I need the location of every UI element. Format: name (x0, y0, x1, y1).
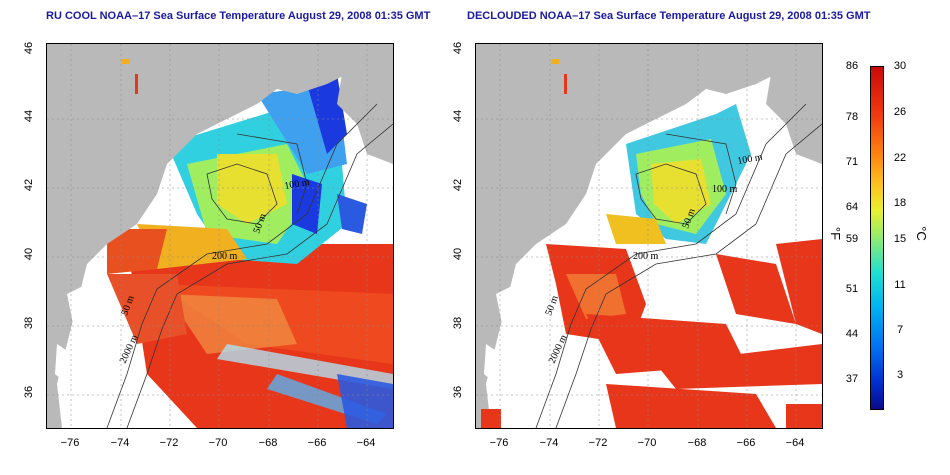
colorbar-c-3: 3 (896, 369, 904, 381)
x-tick-left-70: −70 (208, 437, 228, 449)
x-tick-left-64: −64 (356, 437, 376, 449)
y-tick-right-38: 38 (452, 316, 464, 330)
colorbar-c-26: 26 (893, 106, 907, 118)
y-tick-left-44: 44 (23, 109, 35, 123)
x-tick-right-72: −72 (588, 437, 608, 449)
contour-label-200m: 200 m (212, 251, 238, 262)
declouded-sst-map: 100 m 100 m 50 m 200 m 50 m 2000 m (475, 43, 823, 429)
y-tick-left-40: 40 (23, 247, 35, 261)
x-tick-right-64: −64 (785, 437, 805, 449)
colorbar-f-44: 44 (845, 328, 859, 340)
y-tick-right-40: 40 (452, 247, 464, 261)
y-tick-left-46: 46 (23, 41, 35, 55)
x-tick-right-76: −76 (489, 437, 509, 449)
land-mass (47, 44, 393, 428)
x-tick-left-66: −66 (307, 437, 327, 449)
x-tick-right-74: −74 (539, 437, 559, 449)
x-tick-left-76: −76 (60, 437, 80, 449)
y-tick-right-36: 36 (452, 385, 464, 399)
declouded-sst-map-graphic: 100 m 100 m 50 m 200 m 50 m 2000 m (476, 44, 822, 428)
y-tick-right-42: 42 (452, 178, 464, 192)
colorbar-f-64: 64 (845, 201, 859, 213)
colorbar-f-71: 71 (845, 156, 859, 168)
contour-label-100m: 100 m (284, 177, 311, 192)
colorbar-f-51: 51 (845, 283, 859, 295)
contour-label-100m: 100 m (737, 152, 764, 167)
x-tick-left-68: −68 (258, 437, 278, 449)
y-tick-left-36: 36 (23, 385, 35, 399)
x-tick-left-74: −74 (110, 437, 130, 449)
contour-label-100m-inner: 100 m (712, 184, 738, 195)
colorbar-f-59: 59 (845, 233, 859, 245)
land-mass (476, 44, 822, 428)
colorbar-c-15: 15 (893, 233, 907, 245)
contour-label-50m-south: 50 m (543, 294, 560, 317)
raw-sst-map: 100 m 50 m 200 m 50 m 2000 m (46, 43, 394, 429)
colorbar-fahrenheit-unit: °F (828, 226, 844, 241)
colorbar-f-78: 78 (845, 111, 859, 123)
colorbar-c-18: 18 (893, 197, 907, 209)
colorbar-c-22: 22 (893, 152, 907, 164)
x-tick-right-70: −70 (637, 437, 657, 449)
x-tick-right-66: −66 (736, 437, 756, 449)
colorbar-c-11: 11 (894, 279, 906, 291)
colorbar-c-30: 30 (893, 60, 907, 72)
y-tick-left-38: 38 (23, 316, 35, 330)
x-tick-right-68: −68 (687, 437, 707, 449)
contour-label-200m: 200 m (633, 251, 659, 262)
x-tick-left-72: −72 (159, 437, 179, 449)
y-tick-right-46: 46 (452, 41, 464, 55)
right-map-title: DECLOUDED NOAA–17 Sea Surface Temperatur… (467, 10, 871, 22)
colorbar-c-7: 7 (896, 324, 904, 336)
y-tick-right-44: 44 (452, 109, 464, 123)
temperature-colorbar (870, 66, 884, 410)
raw-sst-map-graphic: 100 m 50 m 200 m 50 m 2000 m (47, 44, 393, 428)
colorbar-f-37: 37 (845, 373, 859, 385)
left-map-title: RU COOL NOAA–17 Sea Surface Temperature … (46, 10, 431, 22)
colorbar-f-86: 86 (845, 60, 859, 72)
y-tick-left-42: 42 (23, 178, 35, 192)
colorbar-celsius-unit: °C (913, 226, 929, 241)
